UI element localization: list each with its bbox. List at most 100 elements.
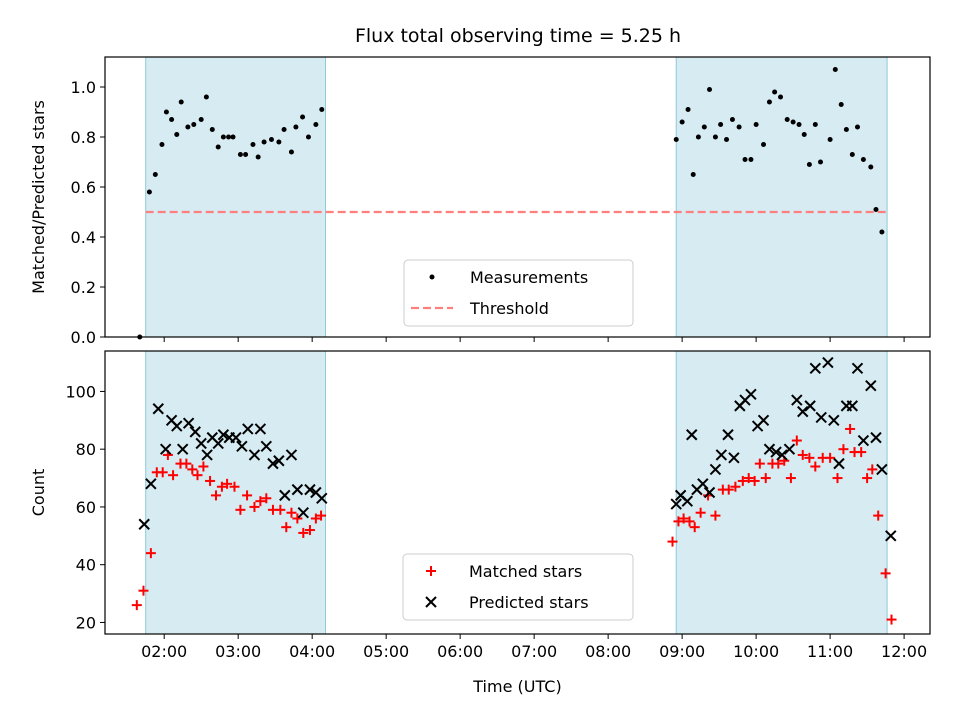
- measurement-point: [753, 122, 759, 127]
- measurement-point: [300, 114, 306, 120]
- predicted-star-point: [176, 443, 189, 455]
- matched-star-point: [684, 516, 695, 527]
- measurement-point: [281, 127, 287, 132]
- y-tick-label: 0.0: [71, 328, 96, 347]
- measurement-point: [146, 189, 152, 195]
- legend-label: Measurements: [470, 268, 588, 287]
- measurement-point: [832, 67, 838, 72]
- legend: Matched stars Predicted stars: [402, 553, 634, 621]
- matched-star-point: [667, 536, 678, 547]
- matched-star-point: [292, 513, 303, 524]
- measurement-point: [268, 137, 274, 142]
- measurement-point: [736, 124, 742, 130]
- predicted-star-point: [670, 498, 682, 510]
- legend: Measurements Threshold: [403, 259, 634, 327]
- measurement-point: [203, 94, 209, 100]
- measurement-point: [778, 94, 784, 100]
- measurement-point: [827, 137, 833, 142]
- y-axis-label: Matched/Predicted stars: [29, 100, 48, 294]
- x-tick-label: 09:00: [659, 642, 705, 661]
- predicted-star-point: [159, 443, 172, 455]
- predicted-star-point: [797, 405, 809, 418]
- y-tick-label: 0.6: [71, 178, 96, 197]
- matched-star-point: [216, 481, 227, 492]
- legend-marker: [429, 274, 435, 280]
- matched-star-point: [689, 522, 700, 533]
- matched-star-point: [275, 504, 286, 515]
- predicted-star-point: [857, 434, 870, 447]
- shaded-interval: [675, 56, 888, 338]
- predicted-star-point: [865, 379, 877, 392]
- matched-star-point: [880, 568, 891, 579]
- predicted-star-point: [304, 483, 316, 496]
- predicted-star-point: [195, 437, 207, 450]
- matched-star-point: [710, 510, 721, 521]
- y-axis-label: Count: [29, 469, 48, 517]
- measurement-point: [174, 132, 180, 137]
- matched-star-point: [181, 458, 192, 469]
- bottom-axes: 20 40 60 80 100 02:00 03:00 04:00 05:00 06:00 07:0…: [29, 350, 931, 696]
- matched-star-point: [261, 493, 272, 504]
- measurement-point: [712, 134, 718, 140]
- predicted-star-point: [686, 429, 698, 441]
- y-tick-label: 1.0: [71, 78, 96, 97]
- measurement-point: [169, 117, 175, 122]
- predicted-star-point: [776, 449, 788, 461]
- measurement-point: [742, 157, 748, 162]
- measurement-point: [784, 117, 790, 122]
- y-tick-label: 0.4: [71, 228, 96, 247]
- matched-star-point: [235, 504, 246, 515]
- matched-star-point: [862, 473, 873, 484]
- predicted-star-point: [279, 489, 291, 502]
- matched-star-point: [229, 481, 240, 492]
- matched-star-point: [249, 501, 260, 512]
- predicted-star-point: [297, 507, 310, 519]
- matched-star-point: [210, 490, 221, 501]
- y-tick-label: 80: [76, 440, 96, 459]
- predicted-star-point: [703, 486, 716, 499]
- measurement-point: [724, 137, 730, 142]
- measurement-point: [695, 134, 701, 140]
- predicted-star-point: [254, 423, 267, 435]
- measurement-point: [226, 134, 232, 140]
- x-tick-label: 04:00: [289, 642, 335, 661]
- predicted-star-point: [260, 440, 273, 453]
- measurement-point: [868, 164, 874, 170]
- measurement-point: [152, 172, 158, 177]
- predicted-star-point: [804, 400, 816, 412]
- measurement-point: [854, 124, 860, 130]
- matched-star-point: [281, 522, 292, 533]
- matched-star-point: [785, 473, 796, 484]
- predicted-star-point: [316, 492, 328, 504]
- measurement-point: [801, 132, 807, 137]
- y-tick-label: 0.2: [71, 278, 96, 297]
- legend-label: Matched stars: [469, 562, 582, 581]
- predicted-star-point: [182, 417, 195, 429]
- x-tick-label: 08:00: [585, 642, 631, 661]
- measurement-point: [690, 172, 696, 177]
- predicted-star-point: [770, 446, 782, 458]
- measurement-point: [198, 117, 204, 122]
- predicted-star-point: [809, 362, 822, 375]
- matched-star-point: [832, 473, 843, 484]
- legend-box: [402, 553, 634, 621]
- predicted-star-point: [709, 463, 722, 476]
- measurement-point: [313, 122, 319, 127]
- matched-star-point: [138, 585, 149, 596]
- matched-star-point: [845, 423, 856, 434]
- measurement-point: [288, 149, 294, 155]
- measurement-point: [796, 122, 802, 127]
- predicted-star-point: [267, 457, 279, 470]
- measurement-point: [215, 144, 221, 150]
- predicted-star-point: [145, 478, 157, 490]
- predicted-star-point: [152, 403, 164, 415]
- measurement-point: [250, 142, 256, 147]
- matched-star-point: [168, 470, 179, 481]
- measurement-point: [873, 207, 879, 212]
- x-tick-label: 11:00: [807, 642, 853, 661]
- measurement-point: [255, 154, 261, 160]
- x-tick-label: 10:00: [733, 642, 779, 661]
- predicted-star-point: [201, 449, 213, 461]
- measurement-point: [673, 137, 679, 142]
- shaded-interval: [145, 56, 326, 338]
